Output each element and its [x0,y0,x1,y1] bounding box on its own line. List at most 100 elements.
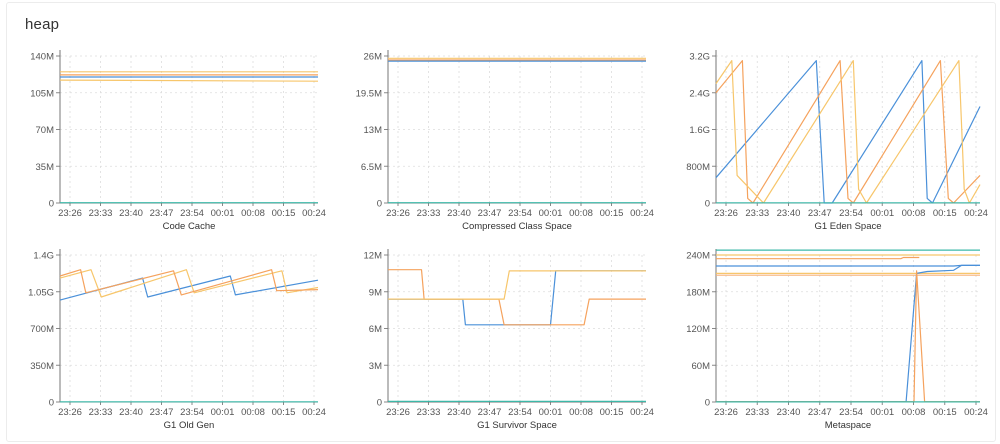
x-tick-label: 00:15 [272,407,296,418]
x-tick-label: 23:40 [777,208,801,219]
chart-title: G1 Survivor Space [477,420,557,431]
series-line-0 [715,59,981,204]
x-tick-label: 23:33 [417,407,441,418]
y-tick-label: 70M [36,125,55,136]
x-tick-label: 00:08 [241,407,265,418]
y-tick-label: 2.4G [689,88,710,99]
x-tick-label: 23:54 [839,208,863,219]
x-tick-label: 00:15 [272,208,296,219]
chart-title: G1 Old Gen [164,420,215,431]
x-tick-label: 00:01 [870,407,894,418]
series-line-3 [59,79,319,82]
x-tick-label: 00:08 [241,208,265,219]
x-tick-label: 23:54 [839,407,863,418]
y-tick-label: 0 [49,398,54,409]
x-tick-label: 00:24 [302,407,326,418]
y-tick-label: 26M [364,52,383,63]
x-tick-label: 00:24 [964,208,988,219]
y-tick-label: 6M [369,324,382,335]
x-tick-label: 23:47 [478,407,502,418]
y-tick-label: 19.5M [356,88,382,99]
x-tick-label: 00:01 [211,208,235,219]
chart-title: Compressed Class Space [462,221,572,232]
x-tick-label: 23:26 [714,208,738,219]
series-line-2 [59,269,319,296]
series-line-2 [388,270,646,300]
x-tick-label: 00:15 [600,407,624,418]
y-tick-label: 3.2G [689,52,710,63]
y-tick-label: 35M [36,162,55,173]
y-tick-label: 6.5M [361,162,382,173]
x-tick-label: 23:26 [58,208,82,219]
x-tick-label: 23:54 [180,407,204,418]
x-tick-label: 23:26 [386,407,410,418]
chart-title: Code Cache [163,221,216,232]
series-line-2 [716,256,920,260]
chart-title: Metaspace [825,420,871,431]
x-tick-label: 23:33 [417,208,441,219]
x-tick-label: 00:01 [539,208,563,219]
x-tick-label: 23:47 [150,208,174,219]
y-tick-label: 105M [30,88,54,99]
x-tick-label: 23:33 [745,407,769,418]
series-line-7 [716,270,980,403]
series-line-2 [715,59,981,204]
x-tick-label: 23:47 [808,208,832,219]
y-tick-label: 800M [686,162,710,173]
y-tick-label: 140M [30,52,54,63]
chart-1: 0 6.5M 13M 19.5M 26M 23:26 23:33 23:40 23:47 23:5… [356,50,654,232]
x-tick-label: 23:47 [478,208,502,219]
series-line-3 [716,264,980,267]
x-tick-label: 23:26 [714,407,738,418]
x-tick-label: 00:08 [569,208,593,219]
x-tick-label: 23:40 [119,208,143,219]
x-tick-label: 23:26 [386,208,410,219]
series-line-6 [716,264,980,403]
y-tick-label: 1.05G [28,287,54,298]
y-tick-label: 0 [705,199,710,210]
x-tick-label: 23:47 [150,407,174,418]
y-tick-label: 350M [30,361,54,372]
chart-4: 0 3M 6M 9M 12M 23:26 23:33 23:40 23:47 23:54 00:01… [364,249,654,431]
y-tick-label: 120M [686,324,710,335]
x-tick-label: 00:01 [539,407,563,418]
series-line-1 [59,269,319,298]
x-tick-label: 00:24 [630,407,654,418]
panel-title: heap [25,16,60,33]
y-tick-label: 700M [30,324,54,335]
y-tick-label: 60M [692,361,711,372]
x-tick-label: 23:40 [119,407,143,418]
x-tick-label: 23:40 [777,407,801,418]
y-tick-label: 1.6G [689,125,710,136]
x-tick-label: 23:33 [89,208,113,219]
y-tick-label: 180M [686,287,710,298]
x-tick-label: 23:26 [58,407,82,418]
y-tick-label: 13M [364,125,383,136]
x-tick-label: 23:33 [89,407,113,418]
x-tick-label: 00:15 [933,407,957,418]
x-tick-label: 23:40 [447,407,471,418]
x-tick-label: 23:54 [508,407,532,418]
y-tick-label: 12M [364,251,383,262]
x-tick-label: 00:24 [302,208,326,219]
y-tick-label: 0 [49,199,54,210]
chart-5: 0 60M 120M 180M 240M 23:26 23:33 23:40 23:47 23:5… [686,249,988,431]
chart-3: 0 350M 700M 1.05G 1.4G 23:26 23:33 23:40 23:47 23… [28,249,326,431]
x-tick-label: 23:47 [808,407,832,418]
chart-2: 0 800M 1.6G 2.4G 3.2G 23:26 23:33 23:40 23:47 23:… [686,50,988,232]
y-tick-label: 0 [705,398,710,409]
y-tick-label: 0 [377,398,382,409]
chart-title: G1 Eden Space [814,221,881,232]
x-tick-label: 00:15 [600,208,624,219]
x-tick-label: 23:33 [745,208,769,219]
x-tick-label: 23:40 [447,208,471,219]
y-tick-label: 0 [377,199,382,210]
x-tick-label: 23:54 [180,208,204,219]
x-tick-label: 00:08 [569,407,593,418]
x-tick-label: 00:01 [870,208,894,219]
x-tick-label: 00:24 [630,208,654,219]
y-tick-label: 240M [686,251,710,262]
y-tick-label: 1.4G [33,251,54,262]
y-tick-label: 3M [369,361,382,372]
x-tick-label: 23:54 [508,208,532,219]
